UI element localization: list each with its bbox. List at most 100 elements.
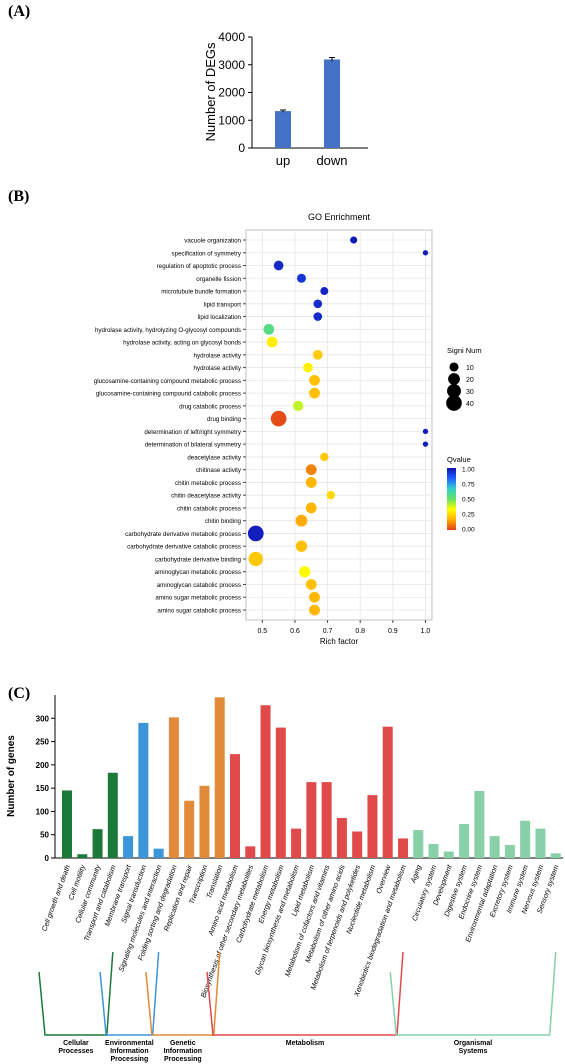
color-legend-label: 0.00 [462,527,475,534]
bubble-point [295,514,308,527]
x-tick-label: 0.6 [290,628,300,635]
term-label: chitin metabolic process [175,480,241,487]
chart-title: GO Enrichment [308,212,371,222]
bar [550,853,561,858]
bar [230,754,240,858]
bar [535,828,546,858]
bar [107,772,118,858]
bar [168,717,179,858]
bubble-point [309,591,320,603]
y-axis-label: Number of genes [6,735,17,817]
y-tick-label: 0 [45,854,50,863]
group-label: Cellular [63,1040,89,1047]
bubble-point [299,566,311,578]
group-bracket [38,951,114,1036]
bubble-point [309,387,320,399]
term-label: specification of symmetry [172,250,242,257]
y-tick-label: 50 [40,831,49,840]
bar-up [275,111,291,148]
bubble-point [309,604,320,616]
color-legend-label: 0.75 [462,482,475,489]
group-label: Metabolism [286,1040,325,1047]
term-label: hydrolase activity [194,365,242,372]
term-label: regulation of apoptotic process [157,263,241,270]
bubble-point [247,525,264,542]
x-tick-label: 0.8 [355,628,365,635]
color-legend-label: 0.50 [462,497,475,504]
bar [413,830,424,858]
group-label: Information [164,1048,203,1055]
bar [382,726,393,858]
y-tick-label: 0 [238,141,245,155]
size-legend-label: 10 [466,365,474,372]
y-tick-label: 250 [36,738,50,747]
x-tick-label: 0.9 [388,628,398,635]
term-label: carbohydrate derivative catabolic proces… [127,544,241,551]
term-label: chitin catabolic process [177,505,241,512]
bar [520,820,531,858]
y-axis-label: Number of DEGs [203,42,218,141]
term-label: glucosamine-containing compound metaboli… [94,378,241,385]
x-tick-label: 0.7 [323,628,333,635]
bubble-point [296,273,306,283]
panel-label-a: (A) [8,3,31,20]
term-label: hydrolase activity, hydrolyzing O-glycos… [95,327,241,334]
term-label: determination of bilateral symmetry [145,442,242,449]
term-label: aminoglycan catabolic process [157,582,241,589]
bar [92,829,103,858]
bubble-point [293,400,304,411]
bar [398,838,408,858]
bubble-point [326,491,336,500]
x-tick-label: 1.0 [421,628,431,635]
bar [77,854,88,858]
y-tick-label: 200 [36,761,50,770]
plot-area [245,229,433,621]
bar [138,722,149,858]
bar [214,697,225,858]
bubble-point [320,452,329,462]
size-legend-dot [449,362,459,372]
term-label: amino sugar catabolic process [157,608,241,615]
x-axis-label: Rich factor [320,637,359,646]
group-label: Processes [58,1048,93,1055]
term-label: carbohydrate derivative metabolic proces… [125,531,241,538]
bubble-point [305,477,317,488]
term-label: determination of left/right symmetry [144,429,242,436]
bubble-point [305,464,317,476]
group-label: Systems [459,1048,488,1055]
group-bracket [206,951,404,1036]
bubble-point [270,410,287,427]
bar [367,795,378,858]
size-legend-label: 20 [466,377,474,384]
bar [184,800,195,858]
group-label: Genetic [170,1040,196,1047]
category-label: Aging [408,864,423,885]
color-legend-bar [447,468,456,530]
group-label: Information [110,1048,149,1055]
bar [474,790,485,858]
term-label: glucosamine-containing compound cataboli… [96,391,241,398]
bar [153,848,164,858]
term-label: microtubule bundle formation [161,289,241,296]
bar [336,817,347,858]
bubble-point [309,374,320,386]
term-label: deacetylase activity [187,454,242,461]
bubble-point [350,236,358,244]
go-enrichment-bubble-chart: 0.5 0.6 0.7 0.8 0.9 1.0 GO Enrichment Rich fact… [94,212,482,646]
bubble-point [320,287,329,296]
bubble-point [266,336,278,348]
deg-count-bar-chart: 0 1000 2000 3000 4000 up down Number of DEGs [203,30,368,168]
bar [443,851,454,858]
x-tick-label: 0.5 [257,628,267,635]
size-legend-title: Signi Num [447,346,482,355]
term-label: lipid localization [198,314,242,321]
x-tick-label: down [316,153,347,168]
y-tick-label: 100 [36,807,50,816]
group-bracket [145,951,221,1036]
size-legend-dot [446,395,462,411]
term-label: chitinase activity [196,467,242,474]
y-tick-label: 3000 [218,58,245,72]
term-label: drug binding [207,416,242,423]
group-label: Processing [164,1056,202,1063]
